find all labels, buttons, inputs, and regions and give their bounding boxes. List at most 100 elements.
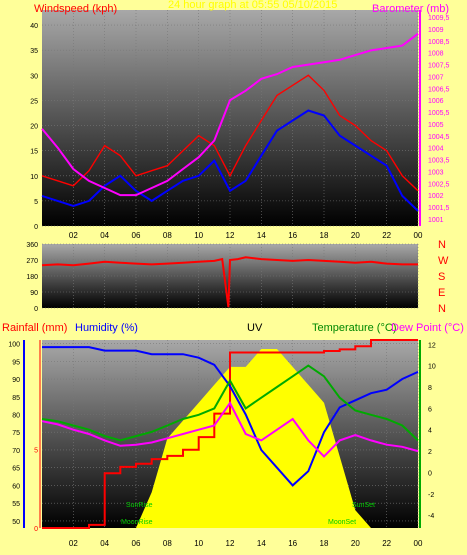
x-tick-label: 08	[163, 539, 172, 548]
wind-average-line	[41, 109, 419, 212]
compass-label: N	[438, 239, 446, 251]
temperature-tick-label: 8	[428, 385, 432, 392]
rain-tick-label: 0	[34, 526, 38, 533]
wind-tick-label: 25	[30, 98, 38, 105]
rainfall-line	[42, 339, 418, 529]
humidity-axis-label: Humidity (%)	[75, 322, 138, 334]
direction-tick-label: 270	[26, 258, 38, 265]
dew-point-axis-label: Dew Point (°C)	[391, 322, 464, 334]
wind-tick-label: 10	[30, 174, 38, 181]
barometer-line	[41, 32, 419, 197]
temperature-tick-label: 12	[428, 342, 436, 349]
uv-area	[42, 349, 418, 528]
compass-label: S	[438, 271, 445, 283]
humidity-tick-label: 65	[12, 466, 20, 473]
barometer-tick-label: 1007,5	[428, 63, 450, 70]
barometer-tick-label: 1006	[428, 98, 444, 105]
compass-label: N	[438, 303, 446, 315]
barometer-tick-label: 1002	[428, 193, 444, 200]
wind-direction-line	[41, 256, 418, 308]
barometer-tick-label: 1005,5	[428, 110, 450, 117]
temperature-tick-label: 4	[428, 428, 432, 435]
wind-tick-label: 15	[30, 149, 38, 156]
x-tick-label: 02	[69, 539, 78, 548]
wind-speed-line	[41, 74, 419, 192]
astro-annotation: SunRise	[126, 502, 153, 509]
barometer-tick-label: 1008,5	[428, 39, 450, 46]
humidity-line	[42, 346, 419, 487]
humidity-tick-label: 55	[12, 501, 20, 508]
temperature-tick-label: -4	[428, 513, 434, 520]
barometer-tick-label: 1007	[428, 74, 444, 81]
rain-tick-label: 5	[34, 448, 38, 455]
direction-tick-label: 180	[26, 274, 38, 281]
temperature-tick-label: 0	[428, 470, 432, 477]
barometer-tick-label: 1003	[428, 169, 444, 176]
wind-tick-label: 5	[34, 199, 38, 206]
x-tick-label: 02	[69, 231, 78, 240]
barometer-tick-label: 1008	[428, 51, 444, 58]
uv-axis-label: UV	[247, 322, 263, 334]
direction-tick-label: 360	[26, 242, 38, 249]
wind-tick-label: 30	[30, 73, 38, 80]
compass-label: W	[438, 255, 449, 267]
humidity-tick-label: 60	[12, 483, 20, 490]
x-tick-label: 00	[414, 231, 423, 240]
x-tick-label: 14	[257, 539, 266, 548]
temperature-tick-label: 10	[428, 364, 436, 371]
direction-tick-label: 0	[34, 306, 38, 313]
barometer-tick-label: 1005	[428, 122, 444, 129]
x-tick-label: 04	[100, 539, 109, 548]
x-tick-label: 18	[320, 231, 329, 240]
wind-tick-label: 35	[30, 48, 38, 55]
x-tick-label: 10	[194, 231, 203, 240]
wind-tick-label: 0	[34, 224, 38, 231]
temperature-axis-label: Temperature (°C)	[312, 322, 396, 334]
temperature-line	[41, 364, 419, 442]
humidity-tick-label: 75	[12, 430, 20, 437]
chart-title: 24 hour graph at 05:55 05/10/2015	[168, 0, 337, 11]
barometer-tick-label: 1009	[428, 27, 444, 34]
barometer-tick-label: 1001	[428, 217, 444, 224]
dew-point-line	[41, 401, 419, 458]
humidity-tick-label: 85	[12, 395, 20, 402]
x-tick-label: 06	[132, 539, 141, 548]
barometer-tick-label: 1002,5	[428, 181, 450, 188]
barometer-tick-label: 1003,5	[428, 158, 450, 165]
temperature-tick-label: 2	[428, 449, 432, 456]
barometer-tick-label: 1004	[428, 146, 444, 153]
humidity-tick-label: 50	[12, 519, 20, 526]
temperature-tick-label: 6	[428, 406, 432, 413]
barometer-tick-label: 1006,5	[428, 86, 450, 93]
barometer-tick-label: 1001,5	[428, 205, 450, 212]
x-tick-label: 20	[351, 539, 360, 548]
astro-annotation: MoonRise	[121, 519, 153, 526]
x-tick-label: 10	[194, 539, 203, 548]
astro-annotation: SunSet	[352, 502, 375, 509]
barometer-tick-label: 1004,5	[428, 134, 450, 141]
x-tick-label: 06	[132, 231, 141, 240]
x-tick-label: 22	[382, 231, 391, 240]
wind-tick-label: 40	[30, 23, 38, 30]
wind-tick-label: 20	[30, 124, 38, 131]
direction-tick-label: 90	[30, 290, 38, 297]
x-tick-label: 20	[351, 231, 360, 240]
temperature-tick-label: -2	[428, 492, 434, 499]
x-tick-label: 00	[414, 539, 423, 548]
x-tick-label: 12	[226, 539, 235, 548]
humidity-tick-label: 100	[8, 342, 20, 349]
barometer-tick-label: 1009,5	[428, 15, 450, 22]
x-tick-label: 18	[320, 539, 329, 548]
x-tick-label: 14	[257, 231, 266, 240]
x-tick-label: 16	[288, 231, 297, 240]
wind-axis-label: Windspeed (kph)	[34, 3, 117, 15]
x-tick-label: 04	[100, 231, 109, 240]
astro-annotation: MoonSet	[328, 519, 356, 526]
compass-label: E	[438, 287, 445, 299]
rainfall-axis-label: Rainfall (mm)	[2, 322, 67, 334]
x-tick-label: 12	[226, 231, 235, 240]
x-tick-label: 08	[163, 231, 172, 240]
x-tick-label: 22	[382, 539, 391, 548]
humidity-tick-label: 70	[12, 448, 20, 455]
